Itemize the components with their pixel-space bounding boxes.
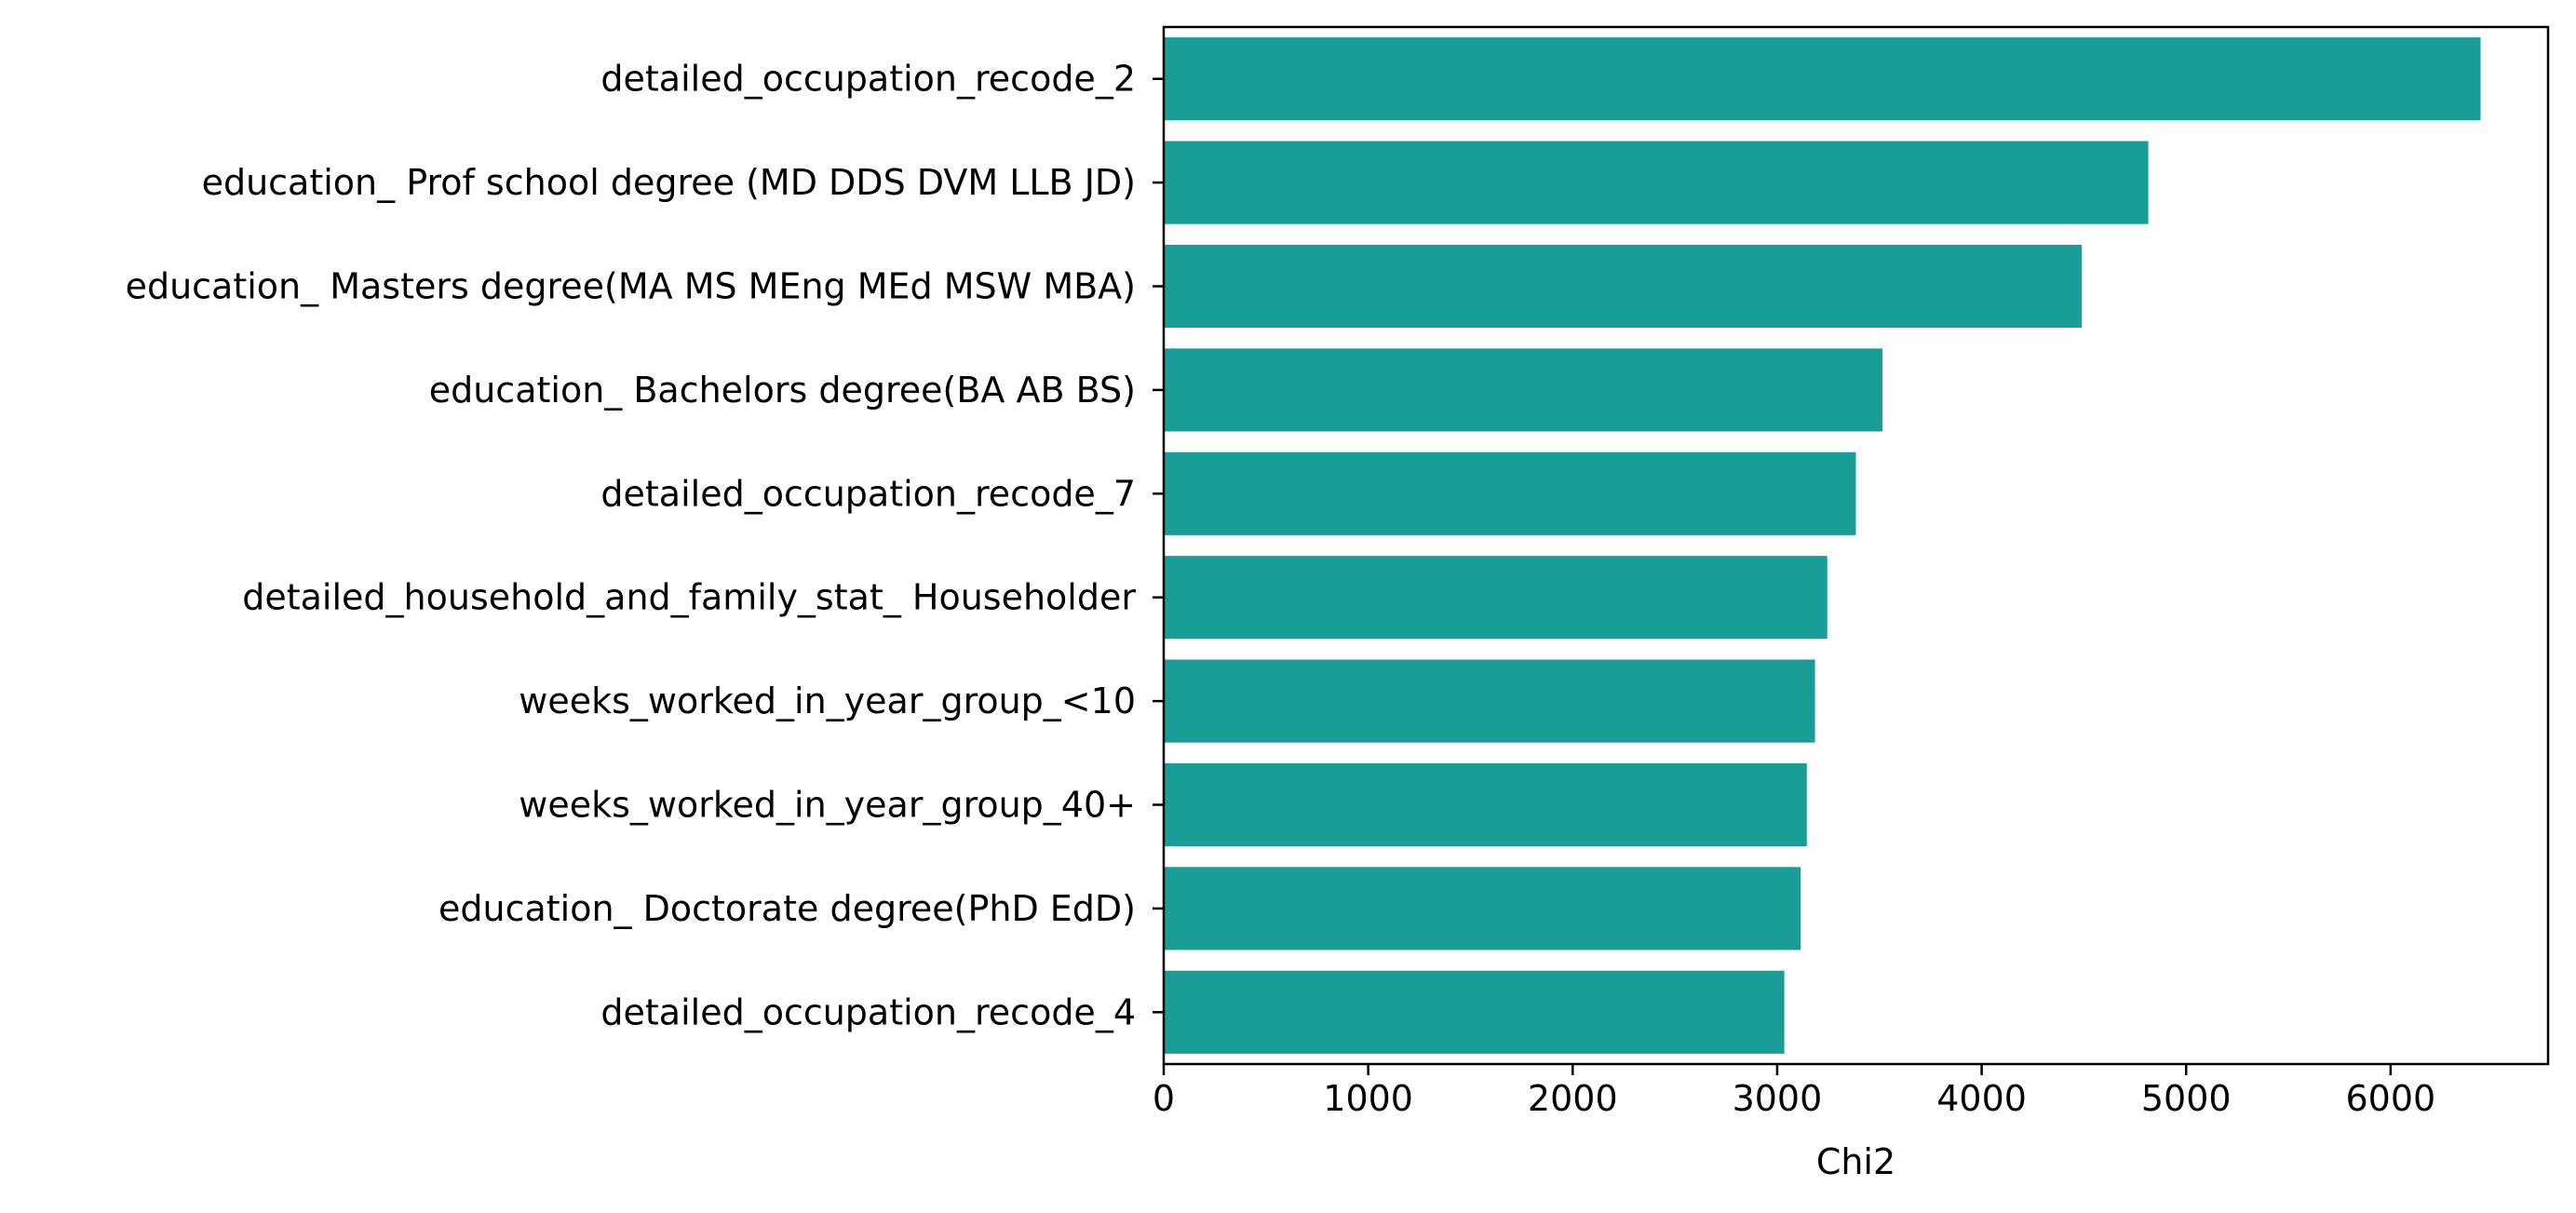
bars-layer bbox=[1164, 37, 2481, 1054]
category-label: weeks_worked_in_year_group_<10 bbox=[519, 681, 1136, 721]
category-label: detailed_occupation_recode_7 bbox=[600, 473, 1136, 514]
y-axis-ticks bbox=[1153, 77, 1164, 1014]
category-label: education_ Prof school degree (MD DDS DV… bbox=[202, 162, 1136, 203]
bar bbox=[1164, 659, 1815, 743]
bar bbox=[1164, 867, 1801, 950]
bar bbox=[1164, 970, 1785, 1054]
x-tick-label: 4000 bbox=[1936, 1078, 2027, 1119]
category-labels: detailed_occupation_recode_2 education_ P… bbox=[126, 59, 1137, 1033]
category-label: weeks_worked_in_year_group_40+ bbox=[519, 785, 1136, 826]
bar bbox=[1164, 37, 2481, 121]
bar bbox=[1164, 452, 1856, 535]
x-tick-label: 1000 bbox=[1323, 1078, 1413, 1119]
x-tick-label: 6000 bbox=[2346, 1078, 2436, 1119]
x-axis-ticks: 0 1000 2000 3000 4000 5000 6000 bbox=[1153, 1064, 2435, 1119]
x-tick-label: 2000 bbox=[1528, 1078, 1618, 1119]
category-label: education_ Masters degree(MA MS MEng MEd… bbox=[126, 266, 1136, 307]
bar bbox=[1164, 762, 1807, 847]
category-label: detailed_household_and_family_stat_ Hous… bbox=[242, 577, 1136, 618]
bar bbox=[1164, 141, 2149, 224]
plot-frame bbox=[1162, 25, 2550, 1066]
x-tick-label: 3000 bbox=[1733, 1078, 1823, 1119]
bar bbox=[1164, 348, 1883, 432]
category-label: education_ Doctorate degree(PhD EdD) bbox=[438, 888, 1136, 929]
bar bbox=[1164, 244, 2083, 329]
category-label: detailed_occupation_recode_4 bbox=[600, 991, 1136, 1032]
x-axis-title: Chi2 bbox=[1816, 1141, 1895, 1182]
x-tick-label: 5000 bbox=[2141, 1078, 2232, 1119]
category-label: education_ Bachelors degree(BA AB BS) bbox=[429, 370, 1136, 411]
bar bbox=[1164, 556, 1827, 640]
x-tick-label: 0 bbox=[1153, 1078, 1175, 1119]
category-label: detailed_occupation_recode_2 bbox=[600, 59, 1136, 100]
